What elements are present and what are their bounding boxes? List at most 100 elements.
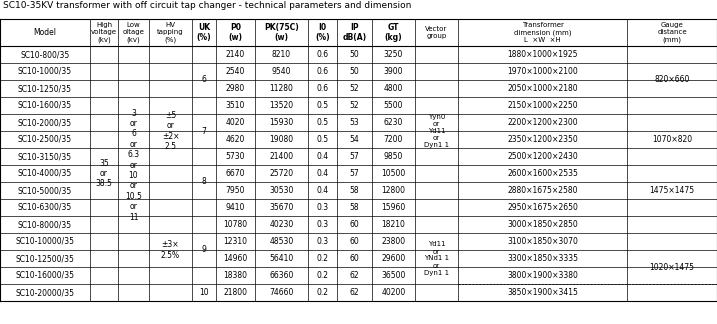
Text: 60: 60	[350, 220, 359, 229]
Text: 0.6: 0.6	[316, 84, 328, 93]
Text: I0
(%): I0 (%)	[315, 23, 330, 42]
Text: 0.5: 0.5	[316, 118, 328, 127]
Text: 7200: 7200	[384, 135, 403, 144]
Text: 1880×1000×1925: 1880×1000×1925	[507, 50, 578, 59]
Text: 11280: 11280	[270, 84, 293, 93]
Text: SC10-1250/35: SC10-1250/35	[18, 84, 72, 93]
Text: 58: 58	[350, 186, 359, 195]
Text: 1020×1475: 1020×1475	[650, 262, 695, 272]
Text: Model: Model	[34, 28, 57, 37]
Text: 7: 7	[201, 126, 206, 135]
Text: P0
(w): P0 (w)	[229, 23, 242, 42]
Text: 9: 9	[201, 246, 206, 254]
Text: SC10-12500/35: SC10-12500/35	[16, 254, 75, 263]
Text: SC10-16000/35: SC10-16000/35	[16, 271, 75, 280]
Text: 6230: 6230	[384, 118, 403, 127]
Text: Low
oltage
(kv): Low oltage (kv)	[123, 22, 144, 43]
Text: 3000×1850×2850: 3000×1850×2850	[507, 220, 578, 229]
Text: 0.2: 0.2	[316, 271, 328, 280]
Text: 25720: 25720	[270, 169, 293, 178]
Text: 3510: 3510	[226, 101, 245, 110]
Text: 66360: 66360	[270, 271, 294, 280]
Text: 5500: 5500	[384, 101, 403, 110]
Text: SC10-1600/35: SC10-1600/35	[18, 101, 72, 110]
Text: 2050×1000×2180: 2050×1000×2180	[507, 84, 578, 93]
Text: 52: 52	[350, 101, 359, 110]
Text: 2880×1675×2580: 2880×1675×2580	[507, 186, 578, 195]
Text: Vector
group: Vector group	[425, 26, 447, 39]
Text: 58: 58	[350, 203, 359, 212]
Text: SC10-1000/35: SC10-1000/35	[18, 67, 72, 76]
Text: SC10-2500/35: SC10-2500/35	[18, 135, 72, 144]
Text: 15930: 15930	[270, 118, 294, 127]
Text: 1970×1000×2100: 1970×1000×2100	[507, 67, 578, 76]
Text: 3900: 3900	[384, 67, 403, 76]
Text: 62: 62	[350, 288, 359, 297]
Text: 62: 62	[350, 271, 359, 280]
Text: 0.2: 0.2	[316, 288, 328, 297]
Text: 14960: 14960	[224, 254, 247, 263]
Text: 18210: 18210	[381, 220, 405, 229]
Text: 30530: 30530	[270, 186, 294, 195]
Text: 0.3: 0.3	[316, 220, 328, 229]
Text: 3850×1900×3415: 3850×1900×3415	[507, 288, 578, 297]
Text: 3100×1850×3070: 3100×1850×3070	[507, 237, 578, 246]
Text: 7950: 7950	[226, 186, 245, 195]
Text: 0.5: 0.5	[316, 101, 328, 110]
Text: 3250: 3250	[384, 50, 403, 59]
Text: 9410: 9410	[226, 203, 245, 212]
Text: 23800: 23800	[381, 237, 406, 246]
Text: 2950×1675×2650: 2950×1675×2650	[507, 203, 578, 212]
Text: SC10-35KV transformer with off circuit tap changer - technical parameters and di: SC10-35KV transformer with off circuit t…	[3, 2, 412, 10]
Text: ±5
or
±2×
2.5: ±5 or ±2× 2.5	[162, 111, 179, 151]
Text: 10500: 10500	[381, 169, 406, 178]
Text: 4020: 4020	[226, 118, 245, 127]
Text: 35670: 35670	[270, 203, 294, 212]
Text: 0.3: 0.3	[316, 237, 328, 246]
Text: 820×660: 820×660	[655, 75, 690, 85]
Text: 0.4: 0.4	[316, 169, 328, 178]
Text: High
voltage
(kv): High voltage (kv)	[91, 22, 117, 43]
Text: 4620: 4620	[226, 135, 245, 144]
Text: SC10-6300/35: SC10-6300/35	[18, 203, 72, 212]
Text: 13520: 13520	[270, 101, 293, 110]
Text: 6: 6	[201, 75, 206, 85]
Text: IP
dB(A): IP dB(A)	[343, 23, 366, 42]
Text: 57: 57	[350, 152, 359, 161]
Text: 60: 60	[350, 254, 359, 263]
Text: 0.4: 0.4	[316, 186, 328, 195]
Text: 8: 8	[201, 178, 206, 187]
Text: SC10-8000/35: SC10-8000/35	[18, 220, 72, 229]
Text: SC10-800/35: SC10-800/35	[20, 50, 70, 59]
Text: SC10-2000/35: SC10-2000/35	[18, 118, 72, 127]
Text: SC10-20000/35: SC10-20000/35	[16, 288, 75, 297]
Text: 2200×1200×2300: 2200×1200×2300	[507, 118, 578, 127]
Text: 0.3: 0.3	[316, 203, 328, 212]
Text: 53: 53	[350, 118, 359, 127]
Text: GT
(kg): GT (kg)	[385, 23, 402, 42]
Text: SC10-4000/35: SC10-4000/35	[18, 169, 72, 178]
Text: 40200: 40200	[381, 288, 406, 297]
Text: 2140: 2140	[226, 50, 245, 59]
Text: SC10-5000/35: SC10-5000/35	[18, 186, 72, 195]
Text: 0.4: 0.4	[316, 152, 328, 161]
Text: 3800×1900×3380: 3800×1900×3380	[507, 271, 578, 280]
Text: 21400: 21400	[270, 152, 293, 161]
Text: UK
(%): UK (%)	[196, 23, 212, 42]
Text: Yd11
or
YNd1 1
or
Dyn1 1: Yd11 or YNd1 1 or Dyn1 1	[424, 241, 449, 275]
Text: 2350×1200×2350: 2350×1200×2350	[507, 135, 578, 144]
Text: 29600: 29600	[381, 254, 406, 263]
Text: 6670: 6670	[226, 169, 245, 178]
Text: 15960: 15960	[381, 203, 406, 212]
Text: Transformer
dimension (mm)
L  ×W  ×H: Transformer dimension (mm) L ×W ×H	[514, 22, 571, 43]
Text: SC10-10000/35: SC10-10000/35	[16, 237, 75, 246]
Text: 60: 60	[350, 237, 359, 246]
Text: 3300×1850×3335: 3300×1850×3335	[507, 254, 578, 263]
Text: PK(75C)
(w): PK(75C) (w)	[264, 23, 299, 42]
Text: 5730: 5730	[226, 152, 245, 161]
Text: 1475×1475: 1475×1475	[650, 186, 695, 195]
Text: 10780: 10780	[224, 220, 247, 229]
Text: 0.2: 0.2	[316, 254, 328, 263]
Text: 0.6: 0.6	[316, 50, 328, 59]
Text: 2540: 2540	[226, 67, 245, 76]
